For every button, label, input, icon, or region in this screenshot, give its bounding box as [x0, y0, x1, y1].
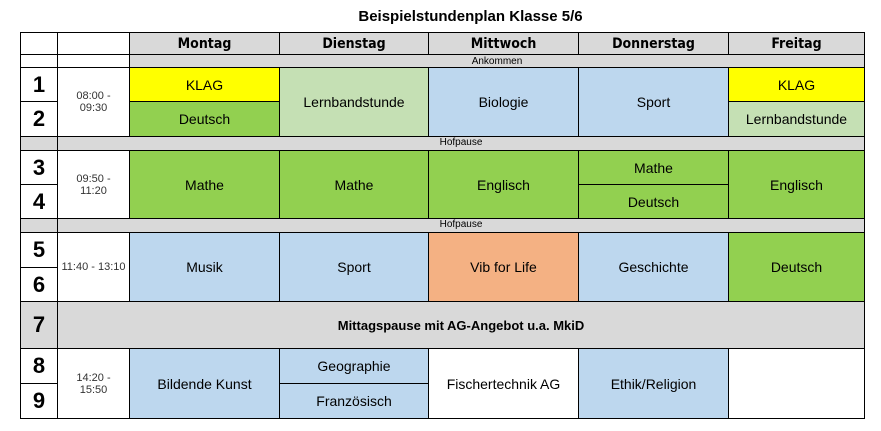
arrival-row: Ankommen — [129, 54, 865, 68]
arrival-empty-time — [57, 54, 130, 68]
lesson-mon-1: KLAG — [129, 67, 280, 102]
period-3: 3 — [20, 150, 58, 185]
recess-row-1: Hofpause — [57, 136, 865, 151]
period-7: 7 — [20, 301, 58, 349]
lesson-fri-1: KLAG — [728, 67, 865, 102]
lesson-fri-2: Lernbandstunde — [728, 101, 865, 137]
recess-row-2: Hofpause — [57, 218, 865, 233]
lunch-row: Mittagspause mit AG-Angebot u.a. MkiD — [57, 301, 865, 349]
day-header-monday: Montag — [129, 32, 280, 55]
corner-cell — [20, 32, 58, 55]
lesson-wed-8-9: Fischertechnik AG — [428, 348, 579, 419]
lesson-mon-3-4: Mathe — [129, 150, 280, 219]
period-6: 6 — [20, 267, 58, 302]
recess-empty — [20, 136, 58, 151]
lesson-mon-2: Deutsch — [129, 101, 280, 137]
time-header-cell — [57, 32, 130, 55]
lesson-thu-1-2: Sport — [578, 67, 729, 137]
time-block-2: 09:50 - 11:20 — [57, 150, 130, 219]
page-title: Beispielstundenplan Klasse 5/6 — [358, 8, 583, 25]
lesson-mon-5-6: Musik — [129, 232, 280, 302]
lesson-mon-8-9: Bildende Kunst — [129, 348, 280, 419]
time-block-1: 08:00 - 09:30 — [57, 67, 130, 137]
lesson-fri-8-9 — [728, 348, 865, 419]
period-1: 1 — [20, 67, 58, 102]
lesson-thu-8-9: Ethik/Religion — [578, 348, 729, 419]
day-header-wednesday: Mittwoch — [428, 32, 579, 55]
lesson-wed-5-6: Vib for Life — [428, 232, 579, 302]
lesson-tue-9: Französisch — [279, 383, 429, 419]
arrival-empty — [20, 54, 58, 68]
lesson-fri-3-4: Englisch — [728, 150, 865, 219]
lesson-thu-5-6: Geschichte — [578, 232, 729, 302]
lesson-wed-1-2: Biologie — [428, 67, 579, 137]
time-block-4: 14:20 - 15:50 — [57, 348, 130, 419]
lesson-fri-5-6: Deutsch — [728, 232, 865, 302]
recess-empty — [20, 218, 58, 233]
time-block-3: 11:40 - 13:10 — [57, 232, 130, 302]
lesson-tue-8: Geographie — [279, 348, 429, 384]
period-2: 2 — [20, 101, 58, 137]
lesson-wed-3-4: Englisch — [428, 150, 579, 219]
period-5: 5 — [20, 232, 58, 268]
day-header-friday: Freitag — [728, 32, 865, 55]
lesson-tue-3-4: Mathe — [279, 150, 429, 219]
lesson-tue-1-2: Lernbandstunde — [279, 67, 429, 137]
period-8: 8 — [20, 348, 58, 384]
period-4: 4 — [20, 184, 58, 219]
period-9: 9 — [20, 383, 58, 419]
lesson-thu-4: Deutsch — [578, 184, 729, 219]
day-header-tuesday: Dienstag — [279, 32, 429, 55]
lesson-thu-3: Mathe — [578, 150, 729, 185]
day-header-thursday: Donnerstag — [578, 32, 729, 55]
lesson-tue-5-6: Sport — [279, 232, 429, 302]
